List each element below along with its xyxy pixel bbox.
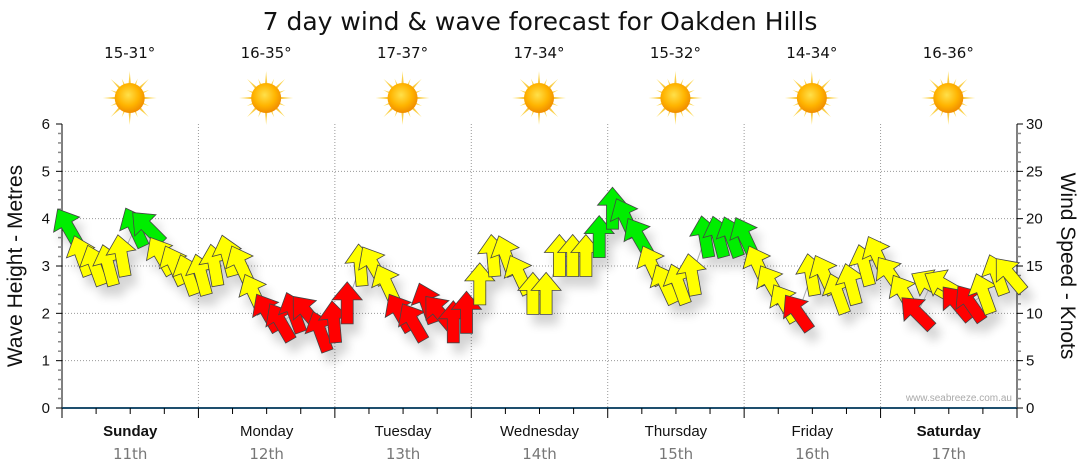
temperature-range: 14-34°: [786, 44, 837, 62]
chart-title: 7 day wind & wave forecast for Oakden Hi…: [263, 7, 818, 36]
day-date-label: 12th: [249, 445, 283, 463]
y-left-tick-label: 4: [42, 211, 50, 228]
axes: 0 1 2 3 4 5 6 0 5 10 15 20 25 30: [42, 116, 1043, 418]
sun-disc: [933, 83, 964, 113]
wind-arrow-shape: [675, 253, 707, 297]
sun-icon: [784, 71, 839, 125]
temperature-range: 16-36°: [923, 44, 974, 62]
wind-arrow-shape: [783, 294, 816, 334]
daily-weather-row: 15-31° 16-35° 17-37° 17-34° 15-32° 14-34° 16-3…: [102, 44, 976, 125]
y-left-tick-label: 6: [42, 116, 50, 133]
sun-icon: [648, 71, 703, 125]
y-right-tick-label: 25: [1026, 163, 1043, 180]
day-name-label: Tuesday: [375, 423, 432, 440]
wind-arrow: [105, 234, 137, 278]
day-name-label: Saturday: [917, 423, 982, 440]
day-name-label: Wednesday: [500, 423, 579, 440]
y-right-tick-label: 0: [1026, 400, 1034, 417]
sun-disc: [114, 83, 145, 113]
wind-arrow: [530, 271, 562, 315]
day-date-label: 14th: [522, 445, 556, 463]
wind-arrow-shape: [530, 271, 562, 315]
sun-disc: [796, 83, 827, 113]
day-date-label: 11th: [113, 445, 147, 463]
sun-icon: [239, 71, 294, 125]
sun-disc: [387, 83, 418, 113]
temperature-range: 15-31°: [104, 44, 155, 62]
wind-arrow-shape: [105, 234, 137, 278]
day-date-label: 13th: [386, 445, 420, 463]
wind-arrows: [53, 186, 1029, 354]
y-right-tick-label: 5: [1026, 353, 1034, 370]
y-left-tick-label: 2: [42, 305, 50, 322]
wind-arrow-shape: [463, 262, 496, 306]
wind-arrow-shape: [901, 297, 937, 333]
x-axis-day-labels: Sunday 11th Monday 12th Tuesday 13th Wednesday…: [103, 423, 981, 463]
y-left-tick-label: 3: [42, 258, 50, 275]
wind-arrow: [783, 294, 816, 334]
wind-arrow-shape: [331, 281, 364, 325]
wind-arrow: [463, 262, 496, 306]
watermark: www.seabreeze.com.au: [905, 393, 1012, 404]
sun-icon: [921, 71, 976, 125]
day-date-label: 15th: [659, 445, 693, 463]
day-date-label: 17th: [932, 445, 966, 463]
temperature-range: 15-32°: [650, 44, 701, 62]
sun-icon: [102, 71, 157, 125]
wind-arrow-shape: [211, 234, 243, 278]
sun-disc: [660, 83, 691, 113]
day-name-label: Friday: [792, 423, 834, 440]
sun-icon: [512, 71, 566, 125]
wind-arrow: [331, 281, 364, 325]
y-right-axis-title: Wind Speed - Knots: [1056, 173, 1079, 360]
y-left-tick-label: 0: [42, 400, 50, 417]
temperature-range: 17-37°: [377, 44, 428, 62]
day-name-label: Monday: [240, 423, 294, 440]
y-right-tick-label: 20: [1026, 211, 1043, 228]
y-right-tick-label: 10: [1026, 305, 1043, 322]
sun-icon: [375, 71, 430, 125]
day-name-label: Sunday: [103, 423, 158, 440]
day-name-label: Thursday: [645, 423, 708, 440]
y-left-tick-label: 5: [42, 163, 50, 180]
y-right-tick-label: 30: [1026, 116, 1043, 133]
y-left-axis-title: Wave Height - Metres: [4, 165, 27, 367]
wind-arrow: [211, 234, 243, 278]
temperature-range: 16-35°: [241, 44, 292, 62]
wind-arrow: [675, 253, 707, 297]
y-left-tick-label: 1: [42, 353, 50, 370]
y-right-tick-label: 15: [1026, 258, 1043, 275]
wind-arrow-shape: [995, 258, 1029, 296]
wind-arrow: [901, 297, 937, 333]
temperature-range: 17-34°: [513, 44, 564, 62]
day-date-label: 16th: [795, 445, 829, 463]
sun-disc: [524, 83, 554, 113]
wind-arrow: [995, 258, 1029, 296]
sun-disc: [251, 83, 282, 113]
